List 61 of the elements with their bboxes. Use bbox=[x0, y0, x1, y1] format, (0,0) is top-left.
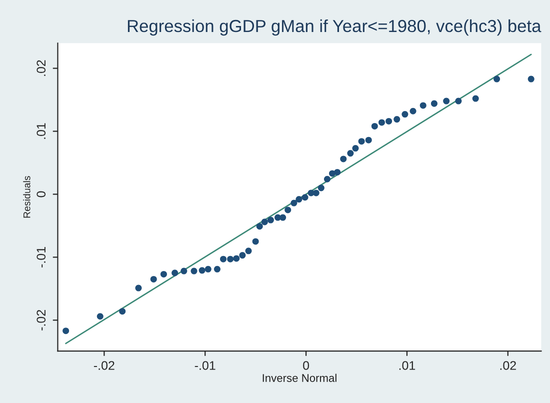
point bbox=[62, 328, 70, 334]
point bbox=[204, 266, 212, 272]
point bbox=[214, 266, 220, 272]
point bbox=[378, 119, 385, 126]
point bbox=[198, 267, 206, 274]
y-tick-label: .02 bbox=[36, 60, 46, 76]
point bbox=[402, 111, 408, 118]
point bbox=[150, 276, 157, 282]
x-tick-label: .02 bbox=[500, 361, 516, 370]
point bbox=[352, 145, 359, 152]
point bbox=[494, 76, 500, 82]
point bbox=[455, 98, 462, 104]
x-axis-title: Inverse Normal bbox=[262, 374, 336, 382]
point bbox=[96, 313, 104, 320]
point bbox=[347, 150, 354, 157]
point bbox=[430, 100, 438, 107]
y-tick-label: 0 bbox=[36, 191, 46, 198]
point bbox=[365, 136, 372, 144]
point bbox=[443, 98, 450, 104]
x-tick-label: 0 bbox=[303, 361, 310, 370]
point bbox=[290, 200, 298, 206]
x-tick-label: -.02 bbox=[94, 361, 114, 370]
point bbox=[190, 268, 198, 274]
point bbox=[334, 168, 341, 176]
y-tick-label: -.02 bbox=[36, 310, 46, 330]
point bbox=[256, 223, 263, 230]
point bbox=[394, 116, 400, 123]
point bbox=[312, 190, 320, 196]
y-tick-label: -.01 bbox=[36, 247, 46, 268]
point bbox=[172, 270, 178, 276]
point bbox=[267, 216, 274, 224]
y-tick-label: .01 bbox=[36, 123, 46, 139]
point bbox=[280, 214, 286, 221]
point bbox=[340, 156, 347, 162]
point bbox=[324, 176, 330, 182]
point bbox=[119, 308, 126, 315]
x-tick-label: -.01 bbox=[194, 361, 216, 370]
point bbox=[410, 108, 416, 114]
chart-title: Regression gGDP gMan if Year<=1980, vce(hc3) beta bbox=[128, 19, 542, 36]
point bbox=[245, 248, 252, 254]
point bbox=[386, 118, 392, 124]
point bbox=[318, 184, 324, 192]
point bbox=[420, 102, 426, 109]
point bbox=[135, 284, 142, 292]
point bbox=[296, 196, 302, 203]
point bbox=[160, 270, 167, 278]
point bbox=[358, 138, 365, 145]
point bbox=[227, 256, 234, 262]
point bbox=[233, 255, 240, 262]
point bbox=[261, 218, 268, 226]
point bbox=[302, 194, 308, 201]
point bbox=[180, 268, 188, 274]
x-tick-label: .01 bbox=[399, 361, 416, 370]
point bbox=[239, 252, 246, 259]
point bbox=[371, 122, 378, 130]
point bbox=[528, 76, 534, 82]
point bbox=[252, 238, 259, 245]
point bbox=[220, 256, 227, 262]
y-axis-title: Residuals bbox=[23, 176, 30, 218]
point bbox=[472, 95, 479, 102]
point bbox=[284, 206, 292, 214]
